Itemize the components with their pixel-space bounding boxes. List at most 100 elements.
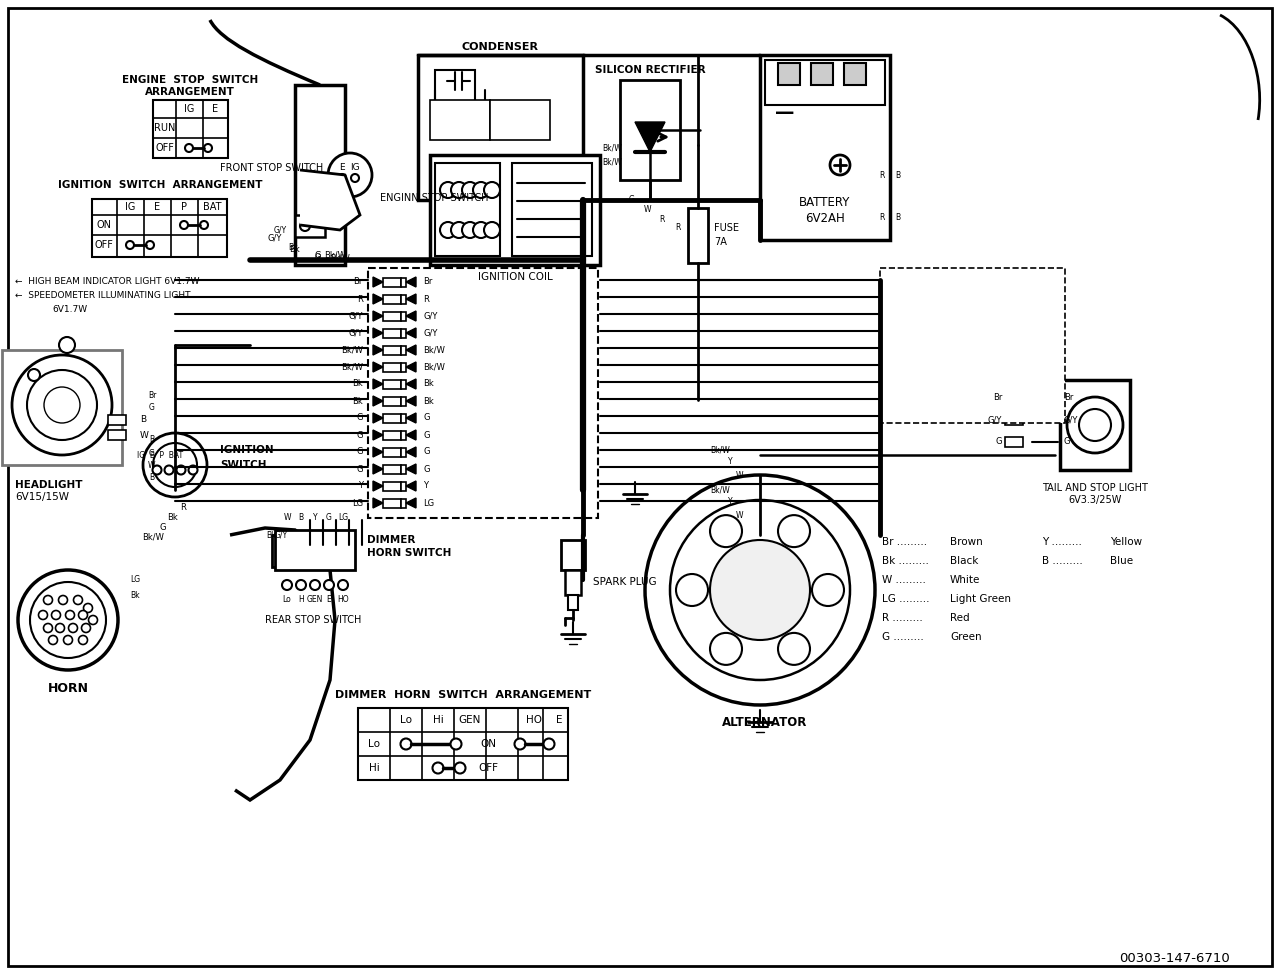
Text: G: G <box>148 402 155 411</box>
Polygon shape <box>1023 437 1032 447</box>
Polygon shape <box>406 447 416 457</box>
Text: Bk: Bk <box>352 396 364 405</box>
Circle shape <box>351 174 358 182</box>
Bar <box>778 63 800 85</box>
Bar <box>401 397 406 406</box>
Bar <box>275 530 355 570</box>
Polygon shape <box>372 464 383 474</box>
Text: LG: LG <box>338 512 348 521</box>
Circle shape <box>1068 397 1123 453</box>
Text: Bk: Bk <box>352 380 364 389</box>
Text: IG: IG <box>351 164 360 172</box>
Text: ARRANGEMENT: ARRANGEMENT <box>145 87 236 97</box>
Circle shape <box>310 580 320 590</box>
Text: HO: HO <box>526 715 541 725</box>
Circle shape <box>300 221 310 231</box>
Text: R: R <box>180 503 186 511</box>
Text: W: W <box>736 510 744 519</box>
Bar <box>3 350 122 465</box>
Text: REAR STOP SWITCH: REAR STOP SWITCH <box>265 615 361 625</box>
Polygon shape <box>406 345 416 355</box>
Polygon shape <box>406 277 416 287</box>
Circle shape <box>710 540 810 640</box>
Circle shape <box>1079 409 1111 441</box>
Text: E: E <box>212 104 218 114</box>
Text: SPARK PLUG: SPARK PLUG <box>593 577 657 587</box>
Bar <box>430 100 490 140</box>
Text: ←  HIGH BEAM INDICATOR LIGHT 6V1.7W: ← HIGH BEAM INDICATOR LIGHT 6V1.7W <box>15 278 200 286</box>
Text: Bk/W: Bk/W <box>324 250 346 259</box>
Circle shape <box>284 545 296 557</box>
Text: OFF: OFF <box>95 240 114 250</box>
Text: ←  SPEEDOMETER ILLUMINATING LIGHT: ← SPEEDOMETER ILLUMINATING LIGHT <box>15 291 191 301</box>
Text: 6V3.3/25W: 6V3.3/25W <box>1069 495 1121 505</box>
Bar <box>435 163 500 256</box>
Circle shape <box>515 738 526 750</box>
Bar <box>430 155 600 265</box>
Bar <box>294 215 325 237</box>
Bar <box>620 80 680 180</box>
Bar <box>812 63 833 85</box>
Circle shape <box>484 222 500 238</box>
Bar <box>401 448 406 457</box>
Text: Hi: Hi <box>369 763 379 773</box>
Bar <box>294 85 346 265</box>
Text: B: B <box>896 170 901 179</box>
Circle shape <box>73 595 82 605</box>
Circle shape <box>645 475 876 705</box>
Bar <box>383 499 401 508</box>
Circle shape <box>38 611 47 619</box>
Text: R: R <box>357 294 364 304</box>
Bar <box>1005 415 1023 425</box>
Text: W: W <box>148 461 156 469</box>
Text: BATTERY: BATTERY <box>799 197 851 209</box>
Text: G/Y: G/Y <box>274 226 287 235</box>
Text: HO: HO <box>337 594 349 604</box>
Text: G/Y: G/Y <box>348 328 364 338</box>
Polygon shape <box>372 447 383 457</box>
Circle shape <box>188 466 197 474</box>
Circle shape <box>69 623 78 632</box>
Text: ENGINE  STOP  SWITCH: ENGINE STOP SWITCH <box>122 75 259 85</box>
Polygon shape <box>372 294 383 304</box>
Circle shape <box>451 182 467 198</box>
PathPatch shape <box>230 528 335 800</box>
Bar <box>881 268 1065 423</box>
Text: W: W <box>736 470 744 479</box>
Text: HORN: HORN <box>47 682 88 694</box>
Circle shape <box>462 222 477 238</box>
Text: LG: LG <box>422 499 434 507</box>
Circle shape <box>296 580 306 590</box>
Circle shape <box>778 633 810 665</box>
Circle shape <box>44 387 79 423</box>
Text: Lo: Lo <box>283 594 292 604</box>
Bar <box>401 499 406 508</box>
Polygon shape <box>372 362 383 372</box>
Circle shape <box>401 738 411 750</box>
Text: GEN: GEN <box>307 594 323 604</box>
Circle shape <box>78 611 87 619</box>
Bar <box>1005 393 1023 403</box>
Bar <box>383 482 401 491</box>
Polygon shape <box>372 481 383 491</box>
PathPatch shape <box>300 170 360 230</box>
Text: Yellow: Yellow <box>1110 537 1142 547</box>
Text: Bk: Bk <box>288 244 298 252</box>
Bar <box>401 329 406 338</box>
Circle shape <box>125 241 134 249</box>
Text: R: R <box>879 170 884 179</box>
Circle shape <box>51 611 60 619</box>
Circle shape <box>177 466 186 474</box>
Text: G/Y: G/Y <box>348 312 364 320</box>
Text: Br: Br <box>147 391 156 399</box>
Text: G: G <box>315 253 321 263</box>
Polygon shape <box>406 362 416 372</box>
Text: IGNITION: IGNITION <box>220 445 274 455</box>
Polygon shape <box>372 345 383 355</box>
Polygon shape <box>406 430 416 440</box>
Circle shape <box>440 222 456 238</box>
Bar <box>383 397 401 406</box>
Polygon shape <box>372 430 383 440</box>
Text: Y: Y <box>358 481 364 491</box>
Circle shape <box>55 623 64 632</box>
